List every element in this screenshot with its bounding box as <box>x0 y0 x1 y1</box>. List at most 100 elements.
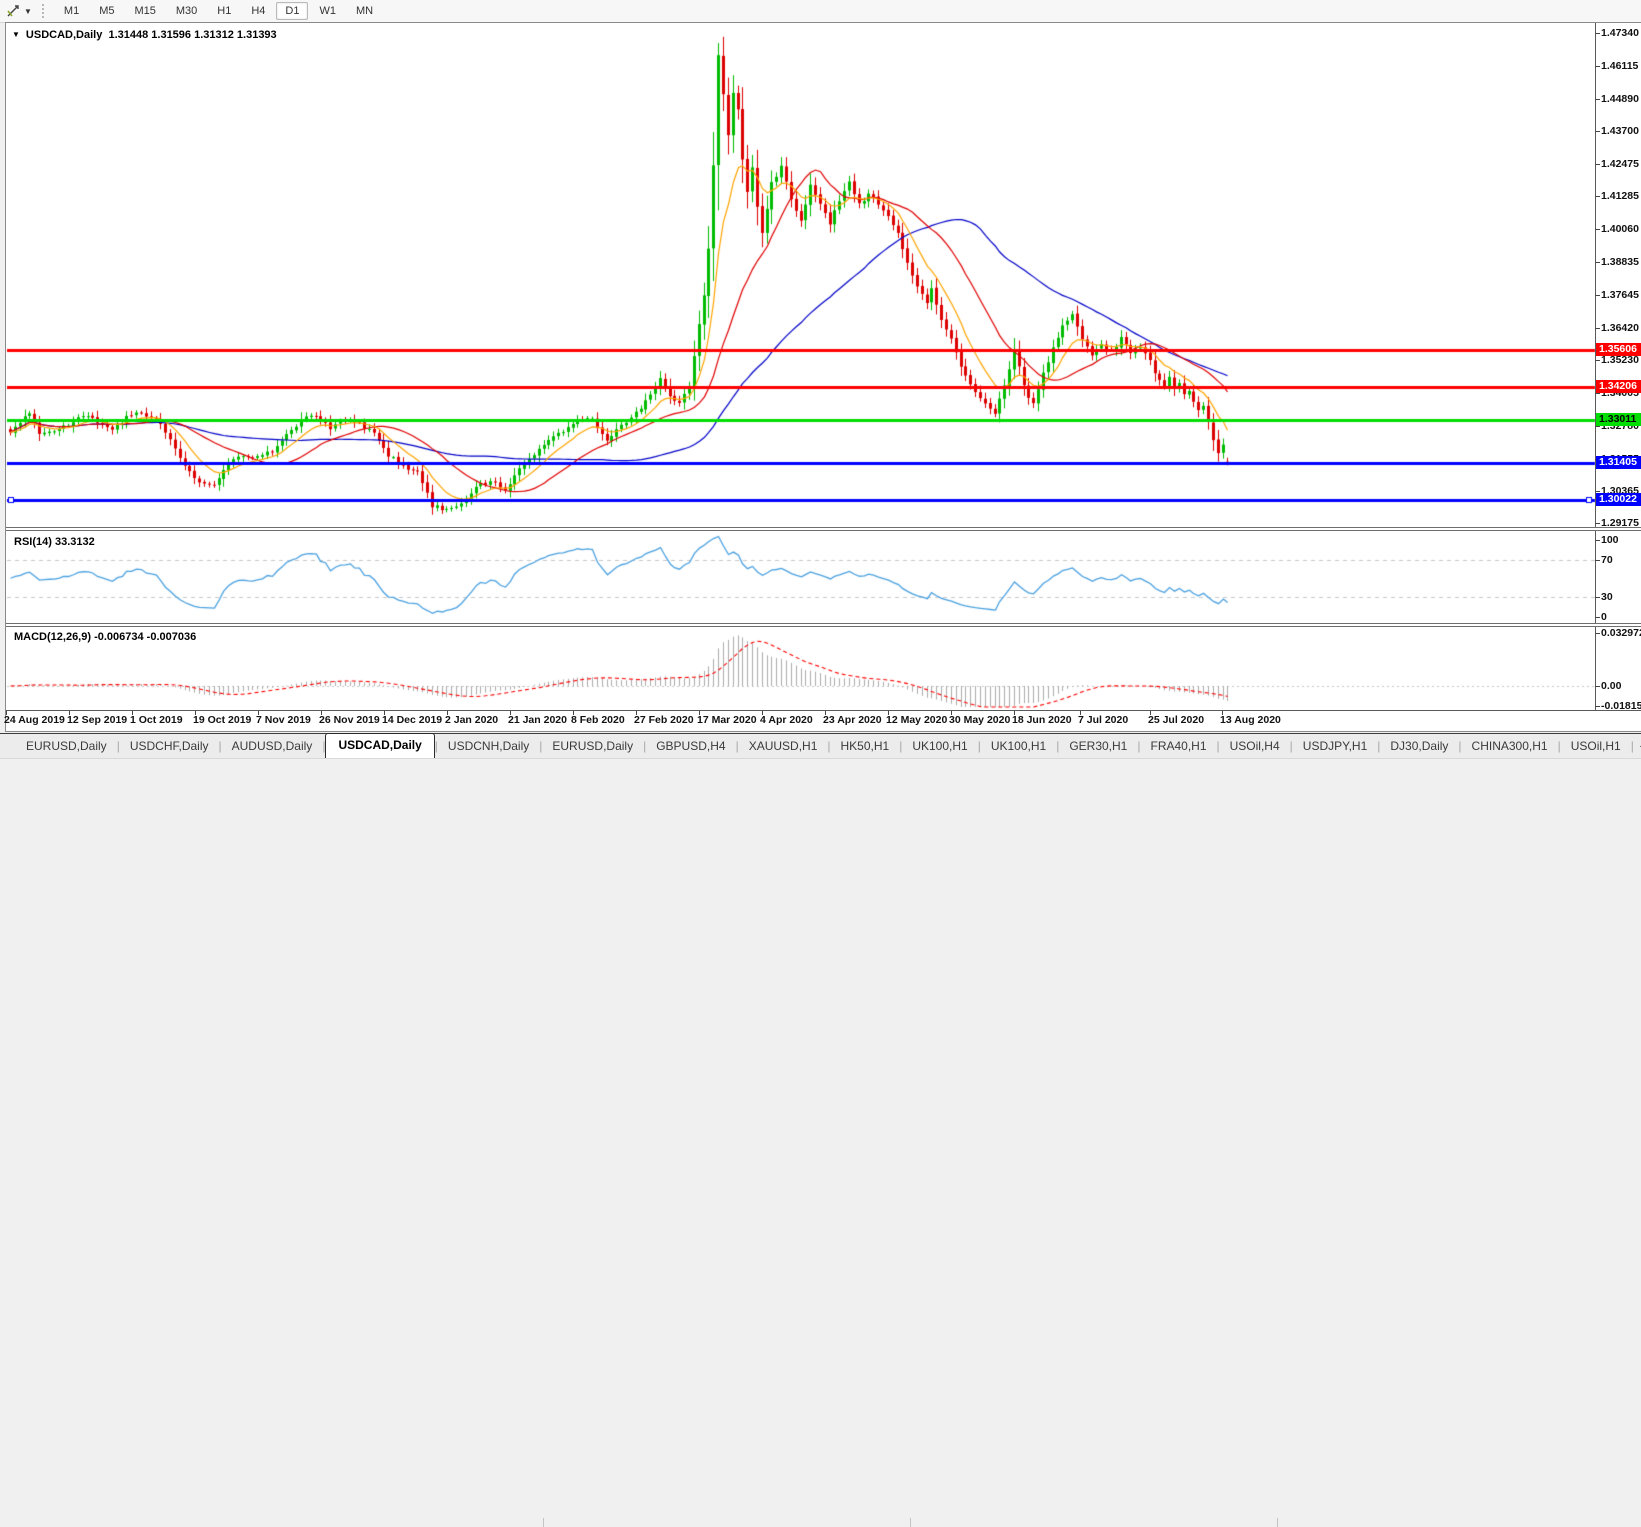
timeframe-button-mn[interactable]: MN <box>355 5 374 17</box>
symbol-tab-uk100-h1[interactable]: UK100,H1 <box>912 739 968 753</box>
date-axis-tick <box>825 711 826 715</box>
price-axis-tick <box>1595 262 1600 263</box>
date-axis-tick <box>384 711 385 715</box>
rsi-axis-label: 30 <box>1601 591 1613 603</box>
tab-separator: | <box>643 739 647 753</box>
symbol-tab-usdcad-daily[interactable]: USDCAD,Daily <box>325 733 435 758</box>
date-axis-tick <box>636 711 637 715</box>
price-axis-tick <box>1595 523 1600 524</box>
tab-separator: | <box>1216 739 1220 753</box>
date-axis-label: 4 Apr 2020 <box>760 714 813 726</box>
symbol-tab-fra40-h1[interactable]: FRA40,H1 <box>1150 739 1207 753</box>
tool-dropdown-caret-icon[interactable]: ▼ <box>24 6 32 16</box>
date-axis-tick <box>69 711 70 715</box>
tab-separator: | <box>1056 739 1060 753</box>
price-axis-label: 1.35230 <box>1601 354 1639 366</box>
symbol-tab-china300-h1[interactable]: CHINA300,H1 <box>1471 739 1548 753</box>
date-axis-tick <box>510 711 511 715</box>
date-axis-tick <box>195 711 196 715</box>
date-axis-label: 23 Apr 2020 <box>823 714 882 726</box>
symbol-tab-dj30-daily[interactable]: DJ30,Daily <box>1390 739 1449 753</box>
timeframe-button-h1[interactable]: H1 <box>217 5 232 17</box>
tab-separator: | <box>977 739 981 753</box>
macd-axis-label: -0.018154 <box>1601 700 1641 712</box>
rsi-axis-tick <box>1595 617 1600 618</box>
price-axis-line <box>1595 23 1596 710</box>
symbol-tab-hk50-h1[interactable]: HK50,H1 <box>840 739 890 753</box>
price-axis-label: 1.40060 <box>1601 223 1639 235</box>
symbol-tab-usdcnh-daily[interactable]: USDCNH,Daily <box>447 739 530 753</box>
symbol-tab-eurusd-daily[interactable]: EURUSD,Daily <box>26 739 107 753</box>
rsi-axis-tick <box>1595 540 1600 541</box>
rsi-axis-label: 100 <box>1601 534 1619 546</box>
timeframe-button-m5[interactable]: M5 <box>99 5 115 17</box>
symbol-tab-ger30-h1[interactable]: GER30,H1 <box>1069 739 1128 753</box>
rsi-axis-label: 0 <box>1601 611 1607 623</box>
rsi-axis-tick <box>1595 560 1600 561</box>
date-axis-label: 27 Feb 2020 <box>634 714 694 726</box>
symbol-tab-bar: EURUSD,Daily | USDCHF,Daily | AUDUSD,Daily | U… <box>0 733 1641 758</box>
date-axis-label: 25 Jul 2020 <box>1148 714 1205 726</box>
price-axis-tick <box>1595 131 1600 132</box>
timeframe-button-h4[interactable]: H4 <box>251 5 266 17</box>
date-axis-label: 17 Mar 2020 <box>697 714 757 726</box>
window-menu-icon[interactable]: ▼ <box>12 30 20 39</box>
symbol-tab-gbpusd-h4[interactable]: GBPUSD,H4 <box>656 739 726 753</box>
date-axis-tick <box>888 711 889 715</box>
date-axis-label: 19 Oct 2019 <box>193 714 252 726</box>
tab-separator: | <box>827 739 831 753</box>
symbol-tab-uk100-h1[interactable]: UK100,H1 <box>990 739 1047 753</box>
panel-splitter-rsi[interactable] <box>6 527 1641 531</box>
date-axis-tick <box>1080 711 1081 715</box>
panel-splitter-macd[interactable] <box>6 623 1641 627</box>
price-axis-tick <box>1595 66 1600 67</box>
timeframe-button-m15[interactable]: M15 <box>134 5 156 17</box>
timeframe-toolbar: ▼ M1 M5 M15 M30 H1 H4 D1 W1 MN <box>0 0 1641 23</box>
date-axis-tick <box>573 711 574 715</box>
price-axis-tick <box>1595 491 1600 492</box>
price-line-badge: 1.30022 <box>1596 493 1641 506</box>
tab-separator: | <box>1137 739 1141 753</box>
timeframe-button-m1[interactable]: M1 <box>63 5 80 17</box>
tab-separator: | <box>735 739 739 753</box>
price-axis-tick <box>1595 99 1600 100</box>
symbol-tab-audusd-daily[interactable]: AUDUSD,Daily <box>231 739 313 753</box>
tab-separator: | <box>1377 739 1381 753</box>
price-chart-canvas[interactable] <box>6 23 1596 711</box>
symbol-tab-usdchf-daily[interactable]: USDCHF,Daily <box>129 739 209 753</box>
tab-separator: | <box>434 739 438 753</box>
macd-indicator-label: MACD(12,26,9) -0.006734 -0.007036 <box>14 631 197 643</box>
tab-separator: | <box>218 739 222 753</box>
date-axis-tick <box>1150 711 1151 715</box>
date-axis-label: 7 Jul 2020 <box>1078 714 1129 726</box>
symbol-tab-xauusd-h1[interactable]: XAUUSD,H1 <box>748 739 818 753</box>
tab-scroll-left-icon[interactable]: ◄ <box>1634 736 1641 756</box>
tab-separator: | <box>1630 739 1634 753</box>
price-line-badge: 1.34206 <box>1596 380 1641 393</box>
time-axis-line <box>6 710 1641 711</box>
macd-axis-tick <box>1595 706 1600 707</box>
chart-title: ▼ USDCAD,Daily 1.31448 1.31596 1.31312 1.… <box>12 29 277 41</box>
timeframe-button-w1[interactable]: W1 <box>319 5 336 17</box>
date-axis-tick <box>699 711 700 715</box>
timeframe-button-m30[interactable]: M30 <box>175 5 198 17</box>
symbol-tab-usoil-h1[interactable]: USOil,H1 <box>1570 739 1621 753</box>
date-axis-label: 1 Oct 2019 <box>130 714 183 726</box>
tab-separator: | <box>322 739 326 753</box>
date-axis-tick <box>1014 711 1015 715</box>
rsi-axis-label: 70 <box>1601 554 1613 566</box>
tab-separator: | <box>1557 739 1561 753</box>
trendline-cursor-icon[interactable] <box>3 3 23 19</box>
symbol-tab-eurusd-daily[interactable]: EURUSD,Daily <box>552 739 634 753</box>
timeframe-button-d1[interactable]: D1 <box>276 2 309 20</box>
status-divider <box>1277 1518 1278 1527</box>
macd-axis-label: 0.032972 <box>1601 627 1641 639</box>
symbol-tab-usdjpy-h1[interactable]: USDJPY,H1 <box>1302 739 1368 753</box>
symbol-tab-usoil-h4[interactable]: USOil,H4 <box>1229 739 1280 753</box>
date-axis-tick <box>762 711 763 715</box>
chart-symbol-label: USDCAD,Daily <box>25 29 103 41</box>
date-axis-label: 18 Jun 2020 <box>1012 714 1072 726</box>
toolbar-grip[interactable] <box>41 4 47 18</box>
price-axis-tick <box>1595 295 1600 296</box>
price-line-badge: 1.35606 <box>1596 343 1641 356</box>
